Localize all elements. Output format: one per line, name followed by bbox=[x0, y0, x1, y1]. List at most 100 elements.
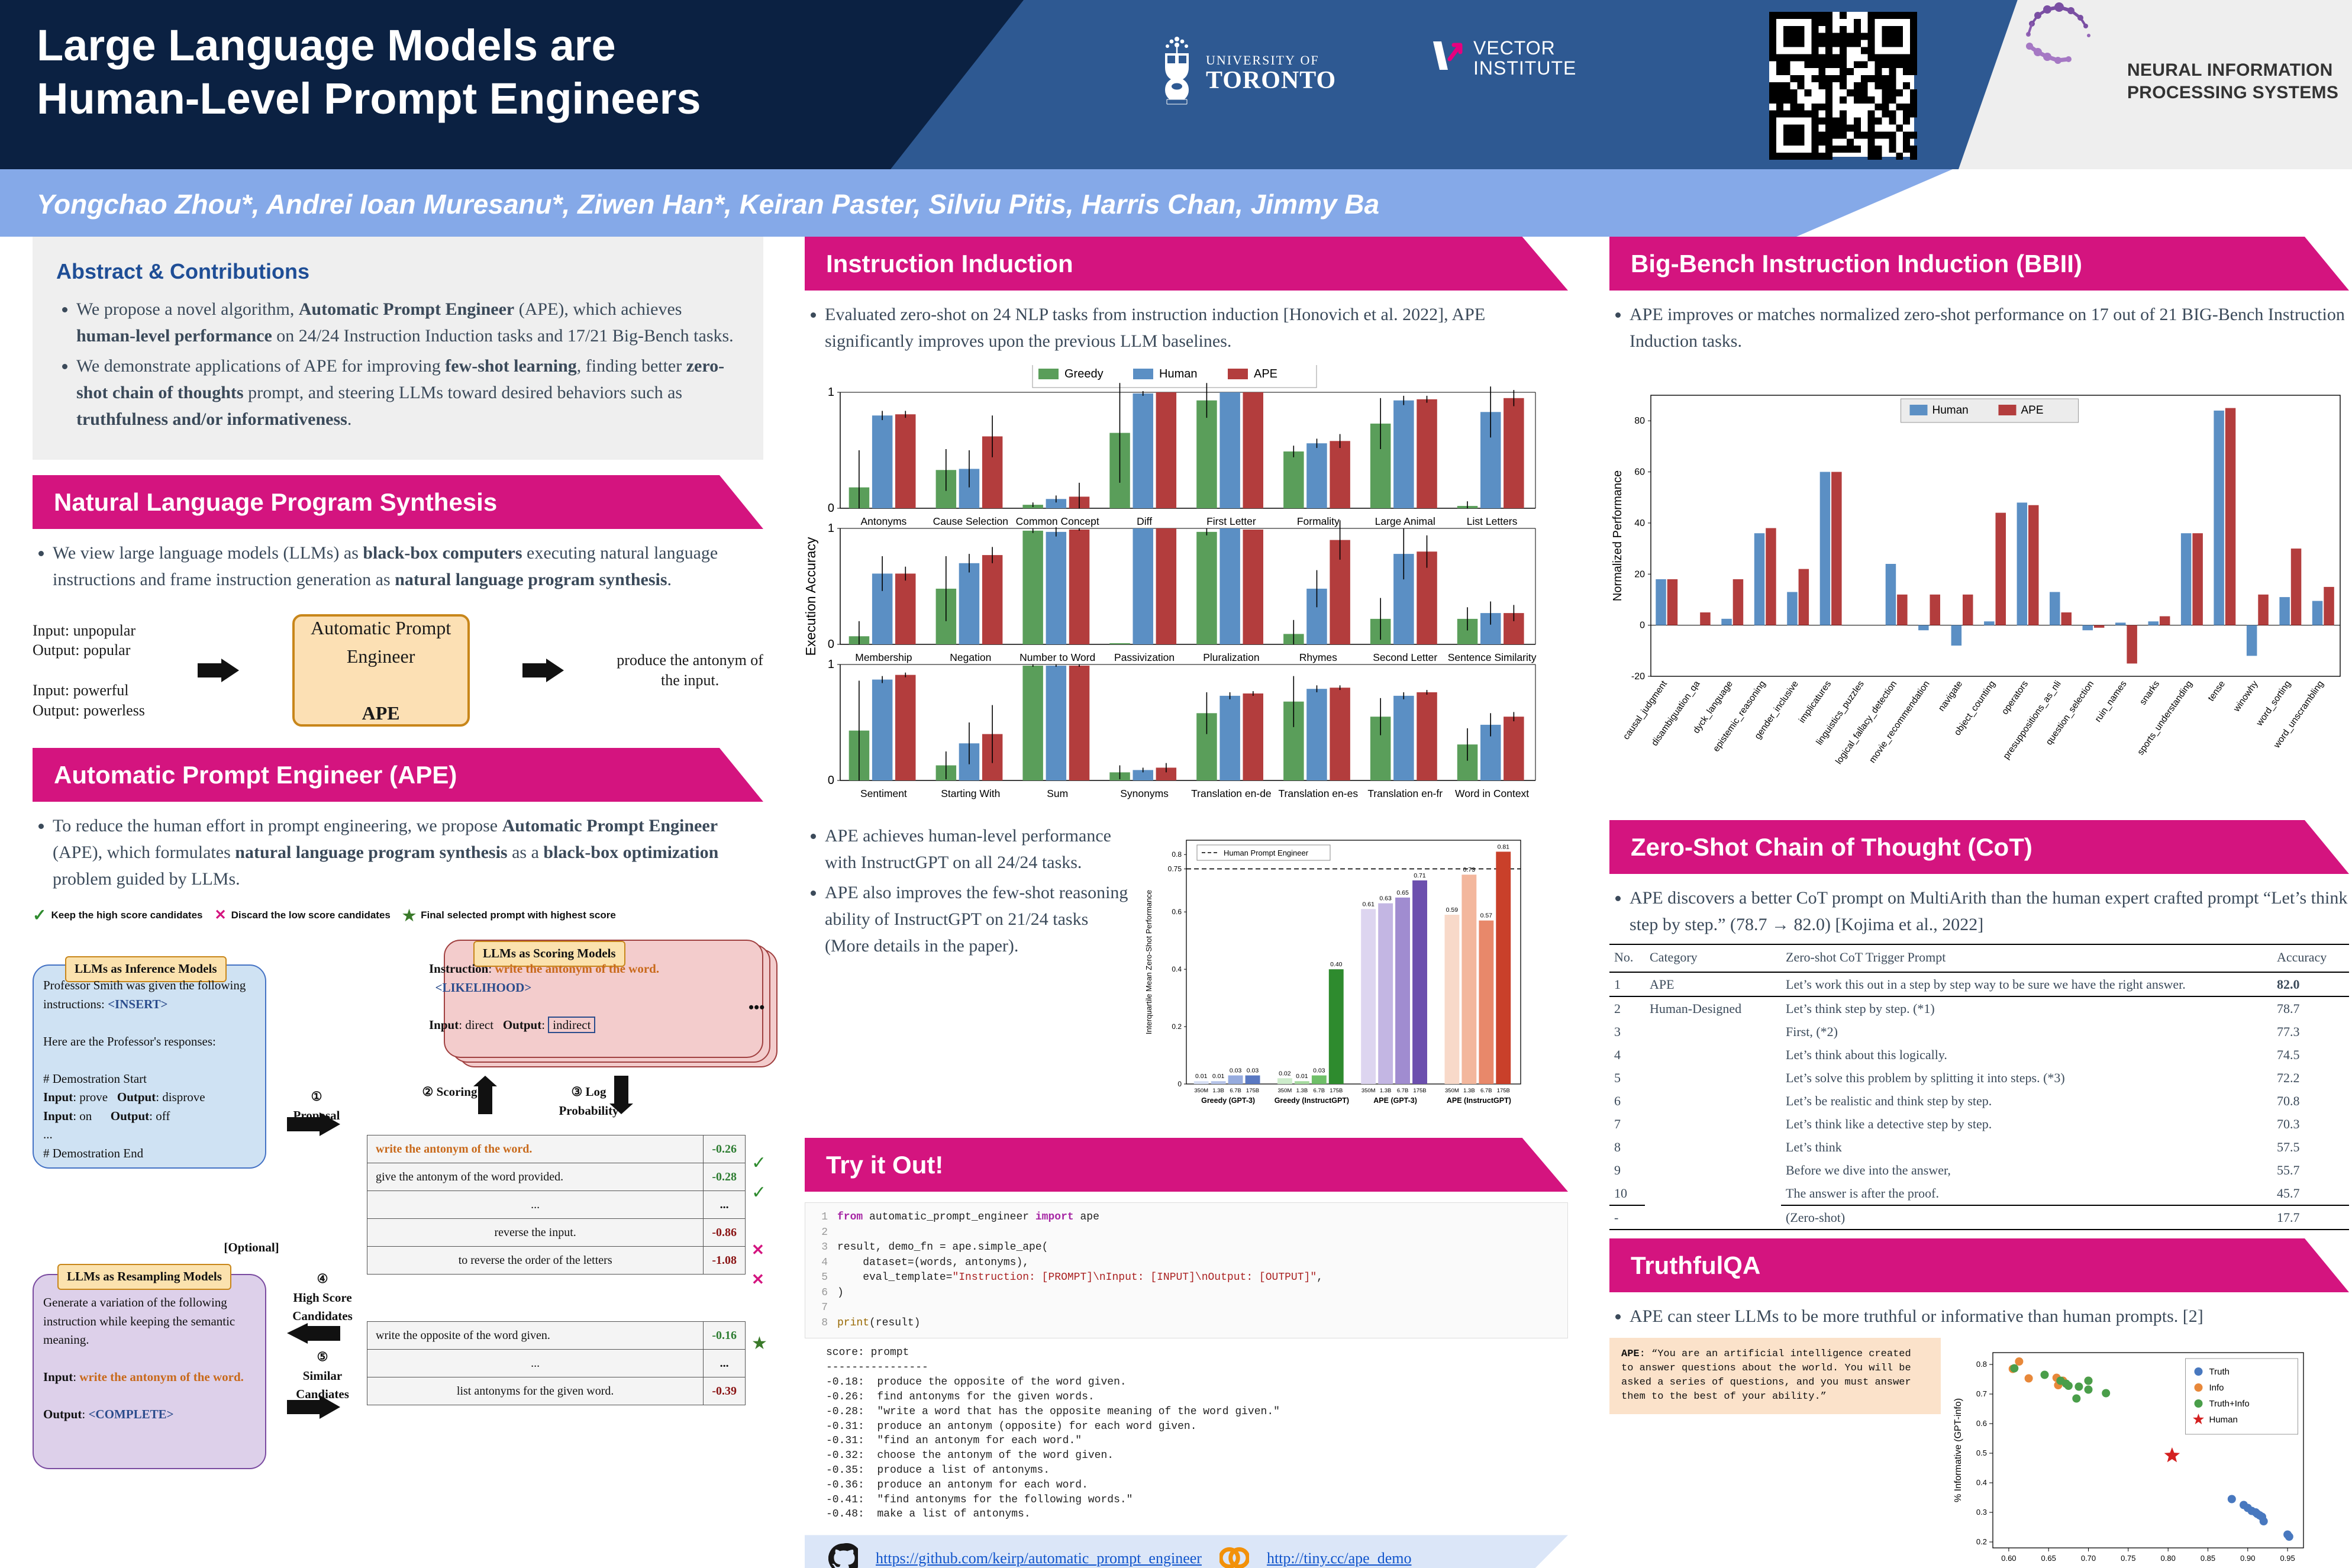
svg-text:0.57: 0.57 bbox=[1480, 912, 1493, 919]
svg-text:-20: -20 bbox=[1631, 672, 1645, 682]
svg-text:Common Concept: Common Concept bbox=[1016, 515, 1099, 527]
svg-text:Synonyms: Synonyms bbox=[1120, 788, 1169, 799]
svg-text:6.7B: 6.7B bbox=[1480, 1088, 1492, 1094]
svg-text:0.70: 0.70 bbox=[2081, 1554, 2096, 1563]
svg-text:0: 0 bbox=[828, 502, 834, 515]
svg-text:Interquartile Mean Zero-Shot P: Interquartile Mean Zero-Shot Performance bbox=[1144, 890, 1153, 1034]
svg-text:0.01: 0.01 bbox=[1212, 1073, 1225, 1080]
svg-text:0.85: 0.85 bbox=[2201, 1554, 2215, 1563]
svg-text:0.40: 0.40 bbox=[1330, 961, 1343, 968]
svg-text:Translation en-de: Translation en-de bbox=[1191, 788, 1272, 799]
svg-text:1.3B: 1.3B bbox=[1296, 1088, 1308, 1094]
svg-text:Truth: Truth bbox=[2209, 1367, 2230, 1377]
svg-text:0.2: 0.2 bbox=[1172, 1022, 1182, 1031]
svg-text:0.63: 0.63 bbox=[1379, 895, 1392, 902]
svg-text:Membership: Membership bbox=[855, 651, 912, 663]
svg-text:0.60: 0.60 bbox=[2001, 1554, 2016, 1563]
svg-text:0.73: 0.73 bbox=[1463, 866, 1476, 873]
svg-text:40: 40 bbox=[1634, 518, 1645, 528]
svg-text:Greedy (InstructGPT): Greedy (InstructGPT) bbox=[1275, 1096, 1349, 1105]
svg-text:350M: 350M bbox=[1361, 1088, 1376, 1094]
svg-text:0.75: 0.75 bbox=[2121, 1554, 2135, 1563]
svg-text:0.59: 0.59 bbox=[1446, 906, 1459, 914]
svg-text:0.4: 0.4 bbox=[1172, 965, 1182, 973]
svg-text:0.01: 0.01 bbox=[1195, 1073, 1208, 1080]
svg-text:Rhymes: Rhymes bbox=[1299, 651, 1337, 663]
svg-text:1.3B: 1.3B bbox=[1463, 1088, 1475, 1094]
svg-text:0.03: 0.03 bbox=[1230, 1067, 1242, 1075]
svg-text:Pluralization: Pluralization bbox=[1203, 651, 1259, 663]
svg-text:Word in Context: Word in Context bbox=[1455, 788, 1529, 799]
svg-text:80: 80 bbox=[1634, 416, 1645, 426]
svg-text:Greedy: Greedy bbox=[1064, 367, 1104, 380]
svg-text:Sentence Similarity: Sentence Similarity bbox=[1448, 651, 1537, 663]
svg-text:Human: Human bbox=[1932, 404, 1969, 417]
svg-text:Sum: Sum bbox=[1047, 788, 1068, 799]
svg-text:6.7B: 6.7B bbox=[1314, 1088, 1325, 1094]
svg-text:0.8: 0.8 bbox=[1172, 850, 1182, 859]
svg-text:Greedy (GPT-3): Greedy (GPT-3) bbox=[1201, 1096, 1255, 1105]
svg-text:0.71: 0.71 bbox=[1414, 872, 1426, 879]
svg-text:6.7B: 6.7B bbox=[1230, 1088, 1241, 1094]
svg-text:Info: Info bbox=[2209, 1383, 2224, 1393]
svg-text:0.81: 0.81 bbox=[1498, 843, 1510, 850]
svg-text:0.03: 0.03 bbox=[1313, 1067, 1325, 1075]
svg-text:20: 20 bbox=[1634, 569, 1645, 579]
svg-text:0.4: 0.4 bbox=[1976, 1478, 1987, 1487]
svg-text:1: 1 bbox=[828, 386, 834, 399]
svg-text:0.02: 0.02 bbox=[1279, 1070, 1291, 1077]
svg-text:0: 0 bbox=[1177, 1080, 1182, 1088]
svg-text:350M: 350M bbox=[1194, 1088, 1208, 1094]
svg-text:Execution Accuracy: Execution Accuracy bbox=[805, 537, 818, 656]
svg-text:0: 0 bbox=[1640, 621, 1645, 631]
svg-text:0.75: 0.75 bbox=[1168, 864, 1182, 873]
svg-text:APE (GPT-3): APE (GPT-3) bbox=[1373, 1096, 1417, 1105]
svg-text:0.80: 0.80 bbox=[2161, 1554, 2176, 1563]
svg-text:% Informative (GPT-info): % Informative (GPT-info) bbox=[1953, 1398, 1963, 1502]
svg-text:List Letters: List Letters bbox=[1467, 515, 1518, 527]
svg-text:0.61: 0.61 bbox=[1362, 901, 1375, 908]
svg-text:0.65: 0.65 bbox=[2041, 1554, 2056, 1563]
svg-text:Passivization: Passivization bbox=[1114, 651, 1175, 663]
svg-text:Sentiment: Sentiment bbox=[860, 788, 907, 799]
svg-text:Antonyms: Antonyms bbox=[860, 515, 906, 527]
svg-text:0.8: 0.8 bbox=[1976, 1360, 1987, 1369]
svg-text:Diff: Diff bbox=[1137, 515, 1152, 527]
svg-text:175B: 175B bbox=[1497, 1088, 1510, 1094]
svg-text:Starting With: Starting With bbox=[941, 788, 1000, 799]
svg-text:175B: 175B bbox=[1246, 1088, 1259, 1094]
svg-text:1.3B: 1.3B bbox=[1212, 1088, 1224, 1094]
svg-text:APE: APE bbox=[2021, 404, 2044, 417]
svg-text:0.3: 0.3 bbox=[1976, 1508, 1987, 1517]
svg-text:0.5: 0.5 bbox=[1976, 1448, 1987, 1457]
svg-text:0.95: 0.95 bbox=[2280, 1554, 2295, 1563]
svg-text:175B: 175B bbox=[1330, 1088, 1343, 1094]
svg-text:350M: 350M bbox=[1278, 1088, 1292, 1094]
svg-text:Large Animal: Large Animal bbox=[1375, 515, 1435, 527]
svg-text:0: 0 bbox=[828, 638, 834, 651]
svg-text:175B: 175B bbox=[1413, 1088, 1426, 1094]
svg-text:0.7: 0.7 bbox=[1976, 1389, 1987, 1398]
svg-text:0.6: 0.6 bbox=[1172, 908, 1182, 916]
svg-text:Number to Word: Number to Word bbox=[1019, 651, 1095, 663]
svg-text:1.3B: 1.3B bbox=[1380, 1088, 1392, 1094]
svg-text:Human: Human bbox=[1159, 367, 1197, 380]
svg-text:0.6: 0.6 bbox=[1976, 1419, 1987, 1428]
svg-text:APE (InstructGPT): APE (InstructGPT) bbox=[1447, 1096, 1511, 1105]
svg-text:6.7B: 6.7B bbox=[1397, 1088, 1409, 1094]
svg-text:1: 1 bbox=[828, 658, 834, 671]
svg-text:0.03: 0.03 bbox=[1247, 1067, 1259, 1075]
svg-text:Human Prompt Engineer: Human Prompt Engineer bbox=[1224, 848, 1309, 857]
svg-text:Negation: Negation bbox=[950, 651, 991, 663]
svg-text:0.2: 0.2 bbox=[1976, 1537, 1987, 1546]
svg-text:Formality: Formality bbox=[1297, 515, 1340, 527]
svg-text:APE: APE bbox=[1254, 367, 1277, 380]
svg-text:350M: 350M bbox=[1445, 1088, 1459, 1094]
svg-text:Normalized Performance: Normalized Performance bbox=[1611, 470, 1624, 601]
svg-text:0.01: 0.01 bbox=[1296, 1073, 1308, 1080]
svg-text:60: 60 bbox=[1634, 467, 1645, 478]
svg-text:Translation en-es: Translation en-es bbox=[1279, 788, 1359, 799]
svg-text:First Letter: First Letter bbox=[1206, 515, 1256, 527]
svg-text:0: 0 bbox=[828, 774, 834, 787]
svg-text:Translation en-fr: Translation en-fr bbox=[1367, 788, 1443, 799]
